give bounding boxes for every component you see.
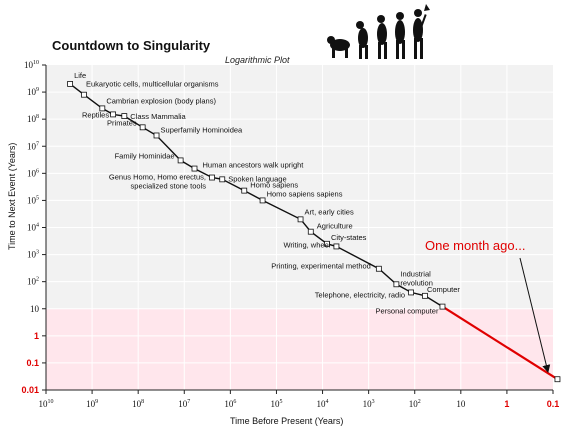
data-point: [67, 81, 73, 87]
x-tick-label: 108: [132, 399, 144, 409]
y-tick-label: 108: [27, 114, 39, 124]
y-tick-label: 1010: [24, 60, 39, 70]
data-point: [297, 216, 304, 223]
x-tick-label: 107: [178, 399, 190, 409]
data-point: [209, 174, 215, 181]
y-tick-label: 1: [34, 331, 39, 341]
y-tick-label: 106: [27, 168, 39, 178]
data-point: [121, 113, 128, 119]
data-point: [439, 303, 446, 310]
event-label: Cambrian explosion (body plans): [106, 96, 216, 105]
y-tick-label: 102: [27, 277, 39, 287]
y-tick-label: 107: [27, 141, 39, 151]
event-label: Homo sapiens sapiens: [267, 189, 343, 198]
data-point: [422, 292, 428, 299]
data-point: [375, 265, 382, 272]
y-axis-label: Time to Next Event (Years): [7, 143, 17, 250]
event-label: Eukaryotic cells, multicellular organism…: [86, 80, 219, 89]
y-tick-label: 104: [27, 223, 39, 233]
data-point: [333, 243, 340, 250]
event-label: City-states: [331, 233, 367, 242]
event-label: Industrial revolution: [400, 269, 433, 287]
event-label: Life: [74, 71, 86, 80]
event-label: Personal computer: [376, 307, 439, 316]
extrapolation-line: [441, 305, 559, 381]
data-point: [153, 132, 160, 139]
x-tick-label: 104: [317, 399, 329, 409]
event-label: Superfamily Hominoidea: [161, 125, 244, 134]
x-tick-label: 0.1: [547, 399, 560, 409]
evolution-silhouette-image: [327, 4, 430, 59]
event-label: Spoken language: [228, 174, 286, 183]
x-tick-label: 106: [224, 399, 236, 409]
series-line: [69, 83, 443, 308]
data-point: [81, 91, 87, 98]
data-point: [139, 124, 146, 131]
event-label: Agriculture: [317, 222, 353, 231]
event-label: Telephone, electricity, radio: [315, 290, 405, 299]
y-tick-label: 0.1: [26, 358, 39, 368]
y-tick-label: 0.01: [21, 385, 39, 395]
data-point: [324, 240, 330, 247]
y-tick-label: 105: [27, 195, 39, 205]
data-point: [408, 289, 414, 296]
y-tick-label: 10: [30, 304, 40, 314]
chart-title: Countdown to Singularity: [52, 38, 211, 53]
event-label: Genus Homo, Homo erectus, specialized sto…: [109, 173, 206, 191]
event-label: Art, early cities: [305, 207, 354, 216]
data-point: [99, 105, 106, 112]
event-label: Writing, wheel: [283, 240, 330, 249]
event-label: Human ancestors walk upright: [202, 161, 304, 170]
data-point: [307, 228, 314, 235]
event-label: Computer: [427, 285, 460, 294]
event-label: Reptiles: [82, 110, 109, 119]
data-point: [110, 111, 117, 118]
x-tick-label: 102: [409, 399, 421, 409]
chart-subtitle: Logarithmic Plot: [225, 55, 290, 65]
y-tick-label: 109: [27, 87, 39, 97]
event-label: Class Mammalia: [130, 112, 186, 121]
event-label: Homo sapiens: [250, 181, 298, 190]
annotation-text: One month ago...: [425, 238, 525, 253]
data-point: [259, 197, 266, 204]
x-axis-label: Time Before Present (Years): [230, 416, 343, 426]
data-point: [191, 165, 198, 172]
data-point: [177, 157, 184, 164]
x-tick-label: 109: [86, 399, 98, 409]
highlight-band: [46, 308, 553, 390]
event-label: Primates: [107, 118, 137, 127]
y-tick-label: 103: [27, 250, 39, 260]
data-point: [241, 187, 248, 194]
x-tick-label: 10: [456, 399, 466, 409]
x-tick-label: 1010: [39, 399, 54, 409]
data-point: [554, 376, 561, 383]
x-tick-label: 103: [363, 399, 375, 409]
event-label: Printing, experimental method: [271, 262, 371, 271]
x-tick-label: 1: [504, 399, 509, 409]
data-point: [219, 176, 226, 183]
data-point: [393, 281, 400, 288]
annotation-arrow: [519, 257, 551, 373]
event-label: Family Hominidae: [115, 151, 175, 160]
x-tick-label: 105: [270, 399, 282, 409]
